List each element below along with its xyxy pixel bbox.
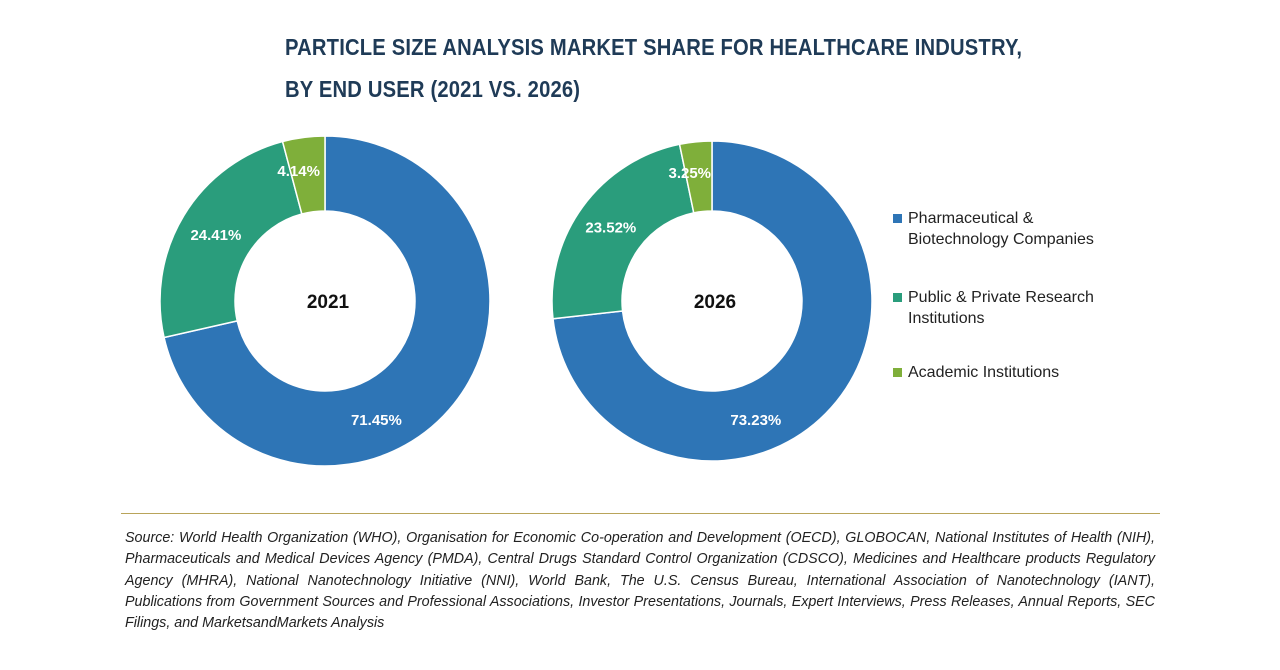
legend-item-academic: Academic Institutions bbox=[893, 362, 1148, 383]
data-label-2021-academic: 4.14% bbox=[277, 163, 320, 180]
center-label-2026: 2026 bbox=[694, 292, 736, 313]
legend-swatch-academic bbox=[893, 368, 902, 377]
donut-2021: 71.45% 24.41% 4.14% 2021 bbox=[159, 135, 491, 467]
slice-2021-research bbox=[159, 140, 303, 339]
chart-title-line2: BY END USER (2021 VS. 2026) bbox=[285, 76, 581, 102]
legend-swatch-pharma bbox=[893, 214, 902, 223]
slice-2026-pharma bbox=[552, 140, 873, 462]
data-label-2026-research: 23.52% bbox=[585, 220, 636, 237]
data-label-2021-research: 24.41% bbox=[190, 227, 241, 244]
source-note: Source: World Health Organization (WHO),… bbox=[125, 530, 1155, 632]
data-label-2026-pharma: 73.23% bbox=[730, 412, 781, 429]
center-label-2021: 2021 bbox=[307, 292, 350, 313]
donut-2026: 73.23% 23.52% 3.25% 2026 bbox=[551, 140, 873, 462]
chart-title: PARTICLE SIZE ANALYSIS MARKET SHARE FOR … bbox=[285, 26, 1059, 110]
data-label-2021-pharma: 71.45% bbox=[351, 412, 402, 429]
legend-label-research-line1: Public & Private Research bbox=[908, 289, 1094, 306]
slice-2026-academic bbox=[678, 140, 713, 214]
data-label-2026-academic: 3.25% bbox=[668, 165, 711, 182]
slice-2021-academic bbox=[281, 135, 326, 215]
divider bbox=[121, 513, 1160, 514]
legend-swatch-research bbox=[893, 293, 902, 302]
chart-title-line1: PARTICLE SIZE ANALYSIS MARKET SHARE FOR … bbox=[285, 34, 1023, 60]
legend-item-pharma: Pharmaceutical & Biotechnology Companies bbox=[893, 208, 1148, 250]
slice-2026-research bbox=[551, 143, 695, 320]
legend-label-academic-line1: Academic Institutions bbox=[908, 364, 1060, 381]
legend-item-research: Public & Private Research Institutions bbox=[893, 287, 1148, 329]
legend-label-pharma-line1: Pharmaceutical & bbox=[908, 210, 1034, 227]
donut-charts: 71.45% 24.41% 4.14% 2021 73.23% 23.52% 3.25% 20… bbox=[159, 135, 873, 467]
slice-2021-pharma bbox=[163, 135, 491, 467]
legend-label-research-line2: Institutions bbox=[908, 310, 985, 327]
legend-label-pharma-line2: Biotechnology Companies bbox=[908, 231, 1094, 248]
